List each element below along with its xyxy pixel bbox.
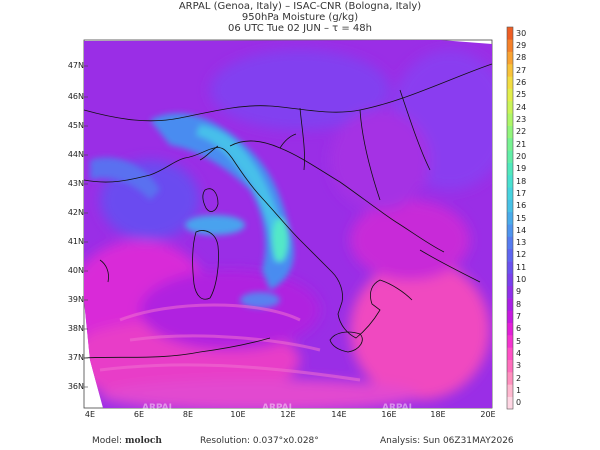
colorbar-swatch <box>507 372 513 385</box>
lon-label: 4E <box>84 410 96 419</box>
colorbar-label: 30 <box>516 28 527 38</box>
colorbar-swatch <box>507 285 513 299</box>
coastlines <box>83 63 493 359</box>
colorbar-swatch <box>507 137 513 151</box>
footer-model-prefix: Model: <box>92 436 123 446</box>
lat-label: 46N <box>67 92 84 101</box>
colorbar-label: 29 <box>516 40 527 50</box>
colorbar-label: 0 <box>516 398 522 408</box>
colorbar-swatch <box>507 162 513 176</box>
watermark-arpal: ARPAL <box>382 403 415 413</box>
lon-label: 20E <box>480 410 496 419</box>
lat-label: 40N <box>67 266 84 275</box>
colorbar-label: 14 <box>516 225 527 235</box>
colorbar-swatch <box>507 187 513 200</box>
colorbar-swatch <box>507 63 513 77</box>
colorbar-label: 9 <box>516 287 522 297</box>
colorbar-swatch <box>507 100 513 114</box>
lat-label: 44N <box>67 150 84 159</box>
colorbar-swatch <box>507 322 513 336</box>
lat-label: 42N <box>67 208 84 217</box>
colorbar-swatch <box>507 359 513 373</box>
lat-label: 37N <box>67 353 84 362</box>
colorbar-swatch <box>507 113 513 126</box>
colorbar-swatch <box>507 51 513 65</box>
colorbar-label: 2 <box>516 373 522 383</box>
colorbar-label: 17 <box>516 188 527 198</box>
lat-label: 39N <box>67 295 84 304</box>
colorbar-label: 16 <box>516 201 527 211</box>
lon-label: 16E <box>381 410 397 419</box>
lon-label: 8E <box>182 410 194 419</box>
colorbar-label: 4 <box>516 349 522 359</box>
axis-ticks <box>84 65 88 388</box>
colorbar-label: 3 <box>516 361 522 371</box>
colorbar-label: 22 <box>516 127 527 137</box>
colorbar-label: 20 <box>516 151 527 161</box>
colorbar-swatch <box>507 150 513 163</box>
colorbar-label: 5 <box>516 336 522 346</box>
watermark-arpal: ARPAL <box>262 403 295 413</box>
colorbar-label: 26 <box>516 77 527 87</box>
lat-label: 36N <box>67 382 84 391</box>
colorbar-label: 1 <box>516 386 522 396</box>
colorbar-swatch <box>507 261 513 274</box>
colorbar-label: 18 <box>516 176 527 186</box>
colorbar-label: 6 <box>516 324 522 334</box>
colorbar-swatch <box>507 174 513 188</box>
lat-label: 38N <box>67 324 84 333</box>
colorbar-swatch <box>507 125 513 139</box>
lon-label: 10E <box>230 410 246 419</box>
lon-label: 14E <box>331 410 347 419</box>
lat-label: 45N <box>67 121 84 130</box>
colorbar-label: 23 <box>516 114 527 124</box>
footer-analysis: Analysis: Sun 06Z31MAY2026 <box>380 436 514 446</box>
footer-model-name: moloch <box>124 436 162 446</box>
colorbar-swatch <box>507 396 513 410</box>
watermark-arpal: ARPAL <box>142 403 175 413</box>
colorbar-swatch <box>507 236 513 250</box>
header-line-2: 950hPa Moisture (g/kg) <box>241 12 359 23</box>
colorbar-swatch <box>507 88 513 102</box>
colorbar-label: 10 <box>516 275 527 285</box>
colorbar-label: 12 <box>516 250 527 260</box>
lat-label: 41N <box>67 237 84 246</box>
footer-model: Model: moloch <box>92 436 162 446</box>
colorbar-swatch <box>507 224 513 237</box>
lon-label: 18E <box>430 410 446 419</box>
header-line-1: ARPAL (Genoa, Italy) – ISAC-CNR (Bologna… <box>178 1 422 12</box>
colorbar-swatch <box>507 310 513 324</box>
colorbar-swatch <box>507 76 513 89</box>
colorbar-label: 13 <box>516 238 527 248</box>
colorbar-swatch <box>507 248 513 262</box>
colorbar-label: 28 <box>516 53 527 63</box>
colorbar-label: 11 <box>516 262 527 272</box>
colorbar-swatch <box>507 273 513 287</box>
colorbar-label: 8 <box>516 299 522 309</box>
colorbar-label: 7 <box>516 312 522 322</box>
lon-label: 6E <box>133 410 145 419</box>
colorbar-label: 24 <box>516 102 527 112</box>
colorbar-swatch <box>507 27 513 40</box>
moisture-field <box>84 40 492 408</box>
colorbar-swatch <box>507 199 513 213</box>
colorbar-label: 25 <box>516 90 527 100</box>
colorbar-swatch <box>507 298 513 311</box>
colorbar-label: 27 <box>516 65 527 75</box>
colorbar-swatch <box>507 39 513 52</box>
colorbar-swatch <box>507 384 513 397</box>
colorbar-swatch <box>507 347 513 361</box>
colorbar <box>506 26 514 410</box>
lat-label: 47N <box>67 61 84 70</box>
colorbar-label: 15 <box>516 213 527 223</box>
lon-label: 12E <box>280 410 296 419</box>
colorbar-swatch <box>507 211 513 225</box>
colorbar-swatch <box>507 335 513 348</box>
footer-resolution: Resolution: 0.037°x0.028° <box>200 436 319 446</box>
colorbar-label: 19 <box>516 164 527 174</box>
lat-label: 43N <box>67 179 84 188</box>
colorbar-label: 21 <box>516 139 527 149</box>
header-line-3: 06 UTC Tue 02 JUN – τ = 48h <box>228 23 372 34</box>
